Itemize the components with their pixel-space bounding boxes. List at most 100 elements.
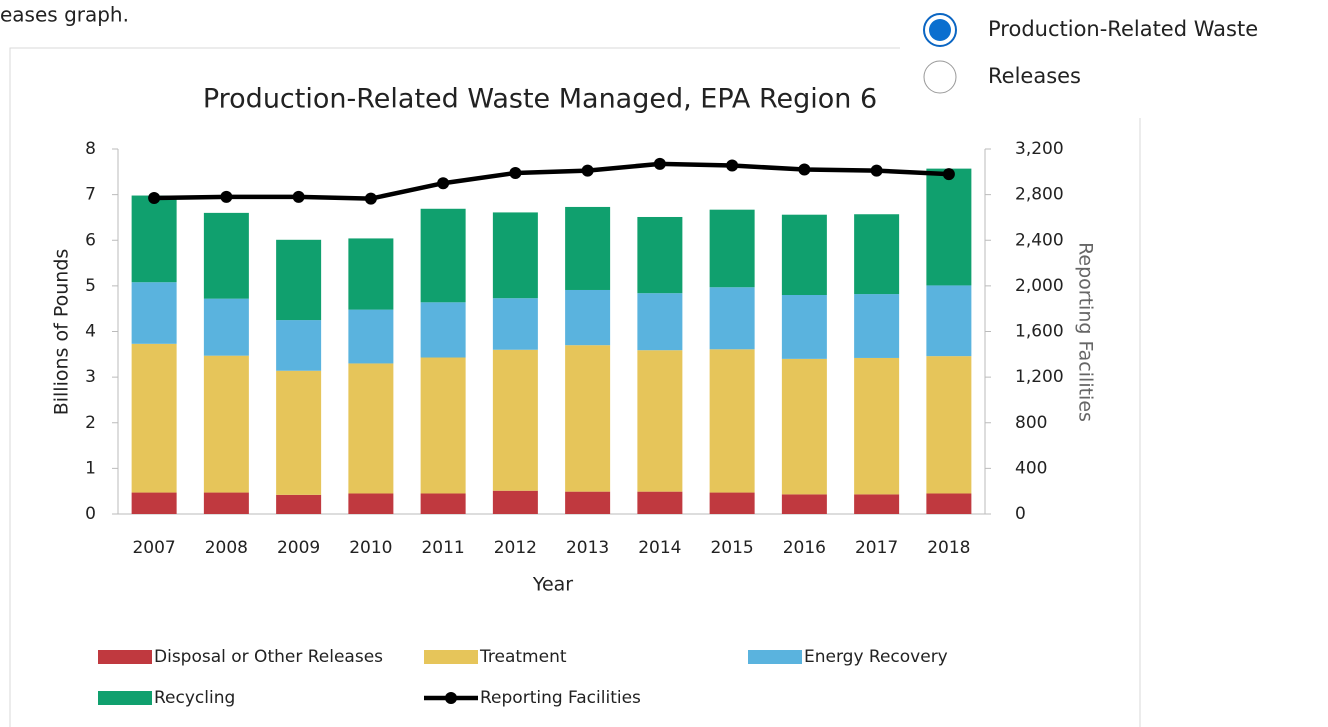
bar-segment	[420, 302, 466, 358]
bar-segment	[420, 208, 466, 303]
x-tick-label: 2012	[494, 538, 537, 558]
y-tick-label: 6	[85, 230, 96, 250]
bar-segment	[709, 209, 755, 288]
legend-label: Recycling	[154, 688, 235, 708]
legend-swatch	[98, 650, 152, 664]
bar-segment	[420, 357, 466, 494]
bar-segment	[854, 494, 900, 514]
bar-segment	[781, 295, 827, 359]
line-point	[220, 190, 233, 203]
x-tick-label: 2010	[349, 538, 392, 558]
y-tick-label: 1	[85, 458, 96, 478]
bar-segment	[348, 363, 394, 494]
bar-segment	[637, 350, 683, 492]
bar-segment	[203, 492, 249, 514]
x-tick-label: 2017	[855, 538, 898, 558]
x-tick-label: 2018	[927, 538, 970, 558]
bar-segment	[348, 238, 394, 310]
legend-label: Disposal or Other Releases	[154, 647, 383, 667]
y-tick-label: 7	[85, 185, 96, 205]
x-axis-label: Year	[532, 574, 573, 596]
x-tick-label: 2015	[710, 538, 753, 558]
y-tick-label: 5	[85, 276, 96, 296]
bar-segment	[637, 216, 683, 294]
bar-segment	[348, 309, 394, 364]
bar-segment	[926, 285, 972, 357]
radio-label[interactable]: Releases	[988, 64, 1081, 88]
bar-segment	[276, 494, 322, 514]
legend-point	[445, 692, 457, 704]
bar-segment	[781, 358, 827, 495]
bar-segment	[565, 206, 611, 290]
line-point	[364, 192, 377, 205]
bar-segment	[926, 356, 972, 494]
legend-swatch	[748, 650, 802, 664]
chart-title: Production-Related Waste Managed, EPA Re…	[203, 84, 877, 115]
bar-segment	[854, 357, 900, 495]
bar-segment	[709, 287, 755, 350]
line-point	[581, 164, 594, 177]
bar-segment	[203, 298, 249, 356]
line-point	[870, 164, 883, 177]
y2-tick-label: 1,600	[1015, 322, 1064, 342]
y2-tick-label: 3,200	[1015, 139, 1064, 159]
line-point	[653, 157, 666, 170]
y2-tick-label: 400	[1015, 458, 1047, 478]
legend-label: Treatment	[479, 647, 567, 667]
line-series	[154, 161, 949, 201]
bar-segment	[492, 490, 538, 514]
bar-segment	[637, 293, 683, 351]
bar-segment	[492, 298, 538, 350]
y2-tick-label: 2,800	[1015, 185, 1064, 205]
y-tick-label: 0	[85, 504, 96, 524]
legend-label: Energy Recovery	[804, 647, 948, 667]
line-point	[437, 177, 450, 190]
x-tick-label: 2007	[132, 538, 175, 558]
x-tick-label: 2009	[277, 538, 320, 558]
bar-segment	[203, 355, 249, 493]
bar-segment	[926, 493, 972, 514]
bar-segment	[492, 212, 538, 299]
radio-button[interactable]	[923, 60, 957, 94]
y2-tick-label: 800	[1015, 413, 1047, 433]
y-tick-label: 4	[85, 322, 96, 342]
legend-label: Reporting Facilities	[480, 688, 641, 708]
y2-tick-label: 2,000	[1015, 276, 1064, 296]
bar-segment	[131, 492, 177, 514]
line-point	[726, 159, 739, 172]
bar-segment	[565, 345, 611, 492]
caption-fragment: eases graph.	[0, 3, 129, 27]
line-point	[148, 192, 161, 205]
x-tick-label: 2013	[566, 538, 609, 558]
chart-border	[9, 47, 900, 727]
bar-segment	[637, 491, 683, 514]
line-point	[509, 166, 522, 179]
bar-segment	[781, 494, 827, 514]
bar-segment	[131, 195, 177, 283]
line-point	[292, 190, 305, 203]
bar-segment	[420, 493, 466, 514]
y2-tick-label: 1,200	[1015, 367, 1064, 387]
bar-segment	[276, 320, 322, 371]
x-tick-label: 2014	[638, 538, 681, 558]
y-tick-label: 3	[85, 367, 96, 387]
y-tick-label: 2	[85, 413, 96, 433]
bar-segment	[565, 289, 611, 346]
x-tick-label: 2011	[421, 538, 464, 558]
bar-segment	[565, 491, 611, 514]
bar-segment	[709, 349, 755, 493]
bar-segment	[926, 168, 972, 286]
bar-segment	[781, 214, 827, 295]
y-axis-label: Billions of Pounds	[51, 249, 73, 416]
radio-dot	[929, 19, 951, 41]
line-point	[798, 163, 811, 176]
y2-tick-label: 0	[1015, 504, 1026, 524]
bar-segment	[276, 239, 322, 321]
y-tick-label: 8	[85, 139, 96, 159]
bar-segment	[131, 343, 177, 493]
y2-axis-label: Reporting Facilities	[1075, 242, 1097, 422]
radio-label[interactable]: Production-Related Waste	[988, 17, 1258, 41]
bar-segment	[854, 294, 900, 358]
bar-segment	[854, 214, 900, 295]
